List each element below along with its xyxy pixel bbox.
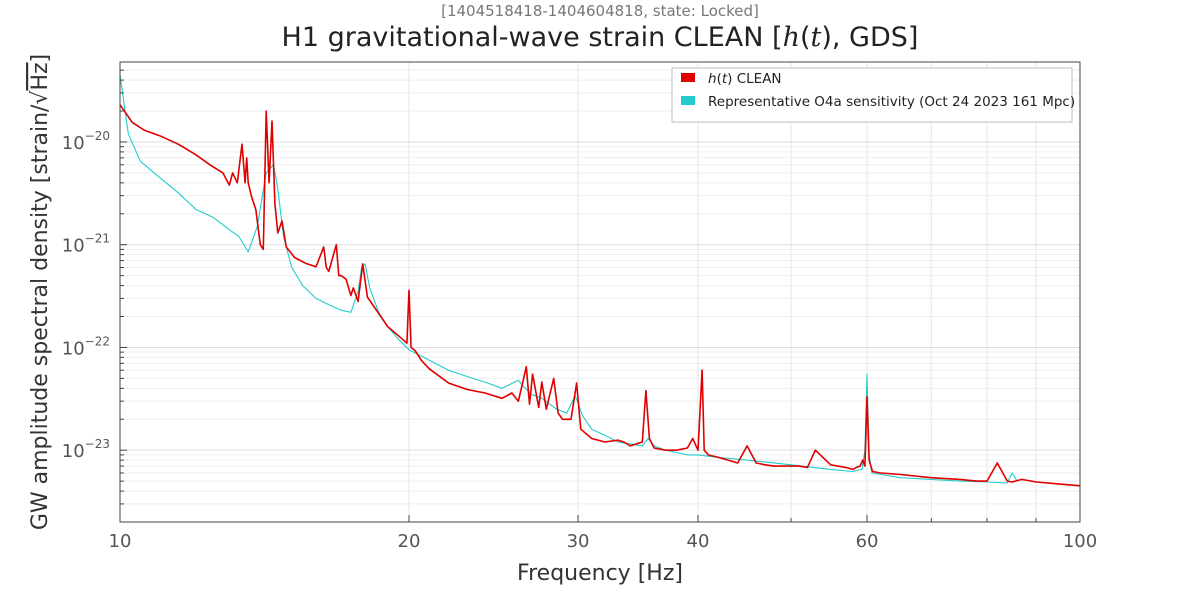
legend-entry-clean: h(t) CLEAN <box>708 71 782 87</box>
x-tick-label: 60 <box>856 531 879 552</box>
x-tick-label: 30 <box>567 531 590 552</box>
x-tick-label: 10 <box>109 531 132 552</box>
series-line-clean <box>119 104 1081 487</box>
chart-supertitle: [1404518418-1404604818, state: Locked] <box>441 2 759 20</box>
legend-swatch-reference <box>681 96 695 105</box>
legend: h(t) CLEAN Representative O4a sensitivit… <box>671 67 1075 123</box>
tick-layer: 10 20 30 40 60 100 10−23 10−22 10−21 10−20 <box>62 61 1097 552</box>
y-tick-label: 10−22 <box>62 334 110 359</box>
y-tick-label: 10−20 <box>62 129 110 154</box>
grid-lines <box>119 61 1081 523</box>
series-line-reference <box>119 74 1018 484</box>
x-axis-label: Frequency [Hz] <box>517 561 683 586</box>
legend-box <box>671 67 1073 123</box>
x-tick-label: 20 <box>398 531 421 552</box>
y-tick-label: 10−21 <box>62 232 110 257</box>
series-layer <box>119 74 1081 487</box>
chart-title: H1 gravitational-wave strain CLEAN [h(t)… <box>281 22 919 53</box>
y-axis-label: GW amplitude spectral density [strain/√H… <box>28 54 53 530</box>
plot-frame <box>119 61 1081 523</box>
x-tick-label: 100 <box>1063 531 1097 552</box>
y-tick-label: 10−23 <box>62 437 110 462</box>
legend-entry-reference: Representative O4a sensitivity (Oct 24 2… <box>708 94 1075 110</box>
legend-swatch-clean <box>681 73 695 82</box>
x-tick-label: 40 <box>687 531 710 552</box>
